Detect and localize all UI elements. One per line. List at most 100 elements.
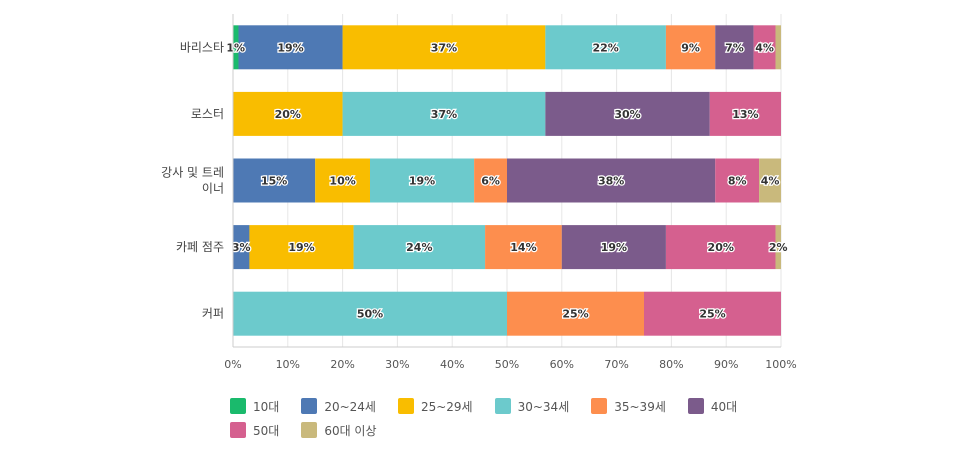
x-tick-label: 10% [276, 358, 300, 371]
bar-segment [561, 225, 666, 270]
bar-segment [644, 291, 781, 336]
data-labels: 1% 19% 37% 22% 9% 7% 4% 20% 37% 30% 13% 15% 10% 19% 6%… [225, 40, 789, 322]
data-label: 20% [708, 241, 734, 254]
bar-segment [233, 225, 250, 270]
data-label: 19% [409, 175, 435, 188]
legend-label: 25~29세 [420, 399, 473, 414]
bar-segment [545, 25, 666, 70]
bar-segment [342, 25, 546, 70]
legend-swatch [687, 398, 704, 414]
category-label: 커퍼 [202, 307, 224, 321]
bar-segment [665, 25, 716, 70]
data-label: 3% [232, 241, 251, 254]
legend-item[interactable]: 40대 [687, 396, 738, 416]
legend: 10대 20~24세 25~29세 30~34세 35~39세 40대 50대 60대 이상 [230, 396, 790, 440]
bar-segment [233, 25, 239, 70]
data-label: 38% [598, 175, 624, 188]
bar-segment [507, 158, 716, 203]
legend-swatch [301, 422, 318, 438]
bar-segment [709, 91, 781, 136]
bar-segment [715, 158, 760, 203]
category-label: 카페 점주 [176, 240, 224, 254]
bar-segment [775, 25, 781, 70]
bar-segment [233, 291, 507, 336]
bar-segment [233, 91, 343, 136]
legend-swatch [494, 398, 511, 414]
legend-label: 30~34세 [517, 399, 570, 414]
legend-item[interactable]: 50대 [230, 420, 279, 440]
bar-segment [775, 225, 781, 270]
data-label: 37% [431, 108, 457, 121]
legend-item[interactable]: 30~34세 [494, 396, 570, 416]
data-label: 20% [275, 108, 301, 121]
bar-segment [485, 225, 562, 270]
x-axis: 0% 10% 20% 30% 40% 50% 60% 70% 80% 90% 100% [224, 14, 797, 371]
legend-label: 35~39세 [614, 399, 666, 414]
legend-item[interactable]: 25~29세 [397, 396, 473, 416]
x-tick-label: 70% [604, 358, 628, 371]
bar-segment [238, 25, 343, 70]
bar-segment [545, 91, 710, 136]
category-label: 로스터 [191, 107, 224, 121]
x-tick-label: 100% [765, 358, 796, 371]
data-label: 15% [261, 175, 287, 188]
x-tick-label: 50% [495, 358, 519, 371]
x-tick-label: 30% [385, 358, 409, 371]
bar-segment [715, 25, 754, 70]
data-label: 7% [725, 41, 744, 54]
stacked-bar-chart: 1% 19% 37% 22% 9% 7% 4% 20% 37% 30% 13% 15% 10% 19% 6%… [161, 14, 797, 371]
legend-swatch [591, 398, 608, 414]
legend-label: 40대 [710, 399, 738, 414]
x-tick-label: 40% [440, 358, 464, 371]
legend-swatch [301, 398, 318, 414]
legend-label: 10대 [253, 399, 280, 414]
data-label: 25% [699, 308, 725, 321]
data-label: 22% [592, 41, 618, 54]
category-label: 바리스타 [180, 40, 224, 54]
data-label: 25% [562, 308, 588, 321]
data-label: 37% [431, 41, 457, 54]
bar-segment [474, 158, 507, 203]
bar-segment [753, 25, 776, 70]
data-label: 1% [226, 41, 245, 54]
data-label: 14% [510, 241, 536, 254]
legend-label: 60대 이상 [324, 423, 377, 438]
data-label: 19% [277, 41, 303, 54]
bar-segment [370, 158, 475, 203]
x-tick-label: 80% [659, 358, 683, 371]
category-label: 강사 및 트레 이너 [161, 166, 224, 196]
bar-segment [507, 291, 644, 336]
data-label: 2% [769, 241, 788, 254]
data-label: 24% [406, 241, 432, 254]
bar-segment [665, 225, 776, 270]
data-label: 8% [728, 175, 747, 188]
bar-segment [233, 158, 316, 203]
legend-swatch [230, 422, 246, 438]
bar-segment [759, 158, 781, 203]
data-label: 30% [614, 108, 640, 121]
x-tick-label: 0% [224, 358, 241, 371]
legend-item[interactable]: 10대 [230, 396, 279, 416]
bar-segment [353, 225, 486, 270]
bar-segment [342, 91, 546, 136]
legend-item[interactable]: 35~39세 [591, 396, 666, 416]
x-tick-label: 60% [550, 358, 574, 371]
legend-label: 50대 [253, 423, 280, 438]
legend-swatch [397, 398, 414, 414]
bar-segment [249, 225, 354, 270]
data-label: 50% [357, 308, 383, 321]
legend-item[interactable]: 60대 이상 [301, 420, 377, 440]
data-label: 13% [732, 108, 758, 121]
data-label: 6% [481, 175, 500, 188]
data-label: 4% [755, 41, 774, 54]
legend-item[interactable]: 20~24세 [301, 396, 376, 416]
data-label: 19% [288, 241, 314, 254]
data-label: 10% [329, 175, 355, 188]
legend-swatch [230, 398, 246, 414]
bar-segment [315, 158, 370, 203]
data-label: 19% [601, 241, 627, 254]
x-tick-label: 20% [330, 358, 354, 371]
x-tick-label: 90% [714, 358, 738, 371]
data-label: 9% [681, 41, 700, 54]
